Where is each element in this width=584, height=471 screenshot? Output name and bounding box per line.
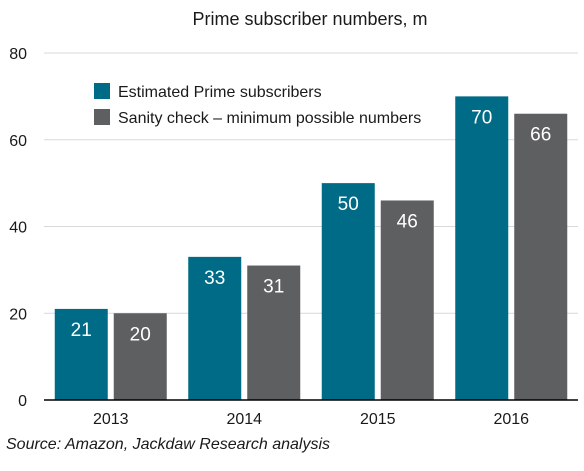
bar bbox=[321, 183, 375, 400]
legend-swatch bbox=[94, 83, 110, 99]
legend-label: Estimated Prime subscribers bbox=[118, 84, 322, 101]
bars bbox=[54, 96, 568, 400]
bar bbox=[54, 308, 108, 400]
y-tick-label: 20 bbox=[9, 306, 27, 323]
bar bbox=[188, 256, 242, 400]
x-tick-label: 2015 bbox=[360, 411, 396, 428]
y-tick-label: 40 bbox=[9, 220, 27, 237]
x-tick-label: 2016 bbox=[493, 411, 529, 428]
bar bbox=[113, 313, 167, 400]
x-tick-label: 2014 bbox=[226, 411, 262, 428]
x-tick-label: 2013 bbox=[93, 411, 129, 428]
y-tick-label: 0 bbox=[18, 393, 27, 410]
bar bbox=[514, 113, 568, 400]
x-axis-ticks: 2013 2014 2015 2016 bbox=[93, 411, 529, 428]
y-axis-ticks: 0 20 40 60 80 bbox=[9, 46, 27, 410]
data-label: 20 bbox=[130, 324, 151, 345]
source-note: Source: Amazon, Jackdaw Research analysi… bbox=[6, 436, 330, 453]
legend-swatch bbox=[94, 109, 110, 125]
data-label: 31 bbox=[263, 277, 284, 298]
bar bbox=[455, 96, 509, 400]
data-label: 21 bbox=[71, 320, 92, 341]
data-label: 70 bbox=[471, 107, 492, 128]
legend: Estimated Prime subscribers Sanity check … bbox=[94, 83, 421, 127]
y-tick-label: 80 bbox=[9, 46, 27, 63]
bar bbox=[247, 265, 301, 400]
data-label: 66 bbox=[530, 125, 551, 146]
chart-title: Prime subscriber numbers, m bbox=[192, 9, 427, 29]
legend-label: Sanity check – minimum possible numbers bbox=[118, 110, 421, 127]
y-tick-label: 60 bbox=[9, 133, 27, 150]
data-label: 50 bbox=[338, 194, 359, 215]
bar bbox=[380, 200, 434, 400]
data-label: 46 bbox=[397, 211, 418, 232]
data-labels: 21 20 33 31 50 46 70 66 bbox=[71, 107, 552, 345]
data-label: 33 bbox=[204, 268, 225, 289]
